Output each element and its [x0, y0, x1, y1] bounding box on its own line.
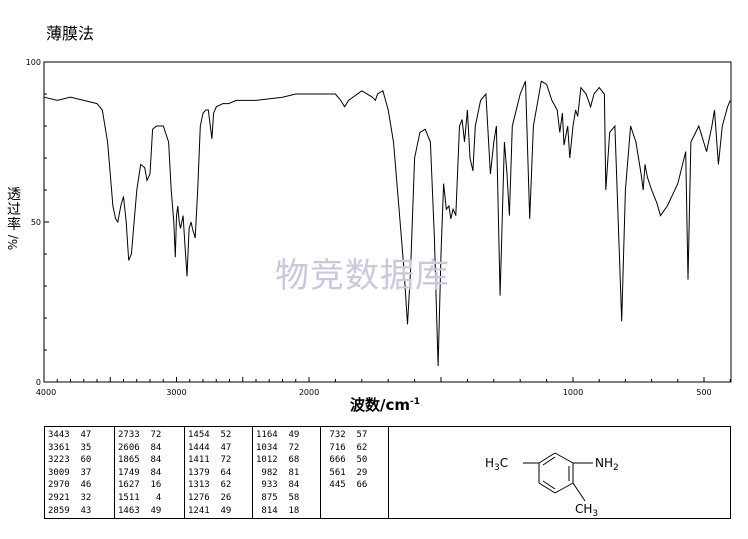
peak-table: 3443 47 3361 35 3223 60 3009 37 2970 46 2921 …: [44, 426, 731, 519]
peak-table-row: 445 66: [324, 480, 368, 491]
peak-table-row: 716 62: [324, 442, 368, 453]
peak-table-row: 3361 35: [48, 442, 92, 453]
y-axis-label-char: 率: [7, 217, 21, 233]
peak-table-row: 982 81: [256, 467, 300, 478]
x-tick-label: 500: [696, 388, 711, 397]
peak-table-row: 3443 47: [48, 430, 92, 440]
benzene-ring: [523, 452, 593, 502]
peak-table-row: 2921 32: [48, 492, 92, 503]
y-tick-label: 50: [31, 218, 41, 227]
y-axis-label-unit: %/: [6, 234, 21, 251]
y-axis-ticks: [44, 61, 49, 383]
peak-table-row: 2733 72: [118, 430, 162, 440]
y-axis-tick-labels: 100 50 0: [26, 58, 41, 387]
peak-table-row: 3223 60: [48, 455, 92, 466]
y-axis-label-char: 透: [7, 187, 21, 203]
peak-table-row: 1164 49: [256, 430, 300, 440]
peak-table-row: 1241 49: [188, 505, 232, 516]
peak-table-row: 3009 37: [48, 467, 92, 478]
x-tick-label: 2000: [299, 388, 319, 397]
peak-table-row: 933 84: [256, 480, 300, 491]
y-tick-label: 0: [36, 378, 41, 387]
y-axis-label-text: 透过率: [4, 188, 24, 233]
peak-table-row: 2606 84: [118, 442, 162, 453]
structure-label-nh2: NH2: [595, 456, 619, 473]
x-tick-label: 4000: [36, 388, 56, 397]
peak-table-row: 1463 49: [118, 505, 162, 516]
structure-label-ch3: CH3: [575, 502, 598, 518]
peak-table-row: 1865 84: [118, 455, 162, 466]
structure-label-h3c: H3C: [485, 456, 508, 473]
peak-table-column: 2733 72 2606 84 1865 84 1749 84 1627 16 1511 …: [115, 427, 185, 518]
y-tick-label: 100: [26, 58, 41, 67]
peak-table-row: 875 58: [256, 492, 300, 503]
plot-frame: [43, 61, 732, 383]
peak-table-row: 1444 47: [188, 442, 232, 453]
peak-table-row: 1276 26: [188, 492, 232, 503]
peak-table-row: 1012 68: [256, 455, 300, 466]
peak-table-row: 666 50: [324, 455, 368, 466]
peak-table-row: 2970 46: [48, 480, 92, 491]
peak-table-row: 814 18: [256, 505, 300, 516]
x-axis-label-exponent: -1: [410, 397, 421, 407]
y-axis-label-char: 过: [7, 202, 21, 218]
peak-table-row: 1411 72: [188, 455, 232, 466]
x-tick-label: 3000: [166, 388, 186, 397]
peak-table-column: 732 57 716 62 666 50 561 29 445 66: [321, 427, 389, 518]
spectrum-series-line: [43, 80, 731, 367]
chemical-structure: H3C NH2 CH3: [485, 452, 619, 518]
x-axis-label: 波数/cm-1: [350, 394, 420, 415]
peak-table-row: 2859 43: [48, 505, 92, 516]
watermark: 物竞数据库: [275, 256, 450, 296]
peak-table-row: 1379 64: [188, 467, 232, 478]
peak-table-column: 3443 47 3361 35 3223 60 3009 37 2970 46 2921 …: [45, 427, 115, 518]
peak-table-row: 1313 62: [188, 480, 232, 491]
x-axis-tick-labels: 4000 3000 2000 1000 500: [36, 388, 712, 397]
page-title: 薄膜法: [46, 24, 95, 43]
peak-table-column: 1454 52 1444 47 1411 72 1379 64 1313 62 1276 …: [185, 427, 253, 518]
peak-table-row: 561 29: [324, 467, 368, 478]
peak-table-row: 1454 52: [188, 430, 232, 440]
x-axis-ticks: [43, 377, 731, 382]
peak-table-row: 1511 4: [118, 492, 162, 503]
peak-table-row: 1627 16: [118, 480, 162, 491]
peak-table-row: 1034 72: [256, 442, 300, 453]
x-tick-label: 1000: [563, 388, 583, 397]
peak-table-column: 1164 49 1034 72 1012 68 982 81 933 84 875 …: [253, 427, 321, 518]
peak-table-row: 1749 84: [118, 467, 162, 478]
x-axis-label-text: 波数/cm: [350, 396, 411, 414]
y-axis-label: 透过率 %/: [4, 188, 24, 251]
peak-table-row: 732 57: [324, 430, 368, 440]
